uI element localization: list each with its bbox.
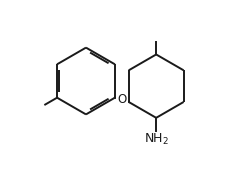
Text: NH$_2$: NH$_2$ <box>144 132 169 147</box>
Text: O: O <box>117 93 126 106</box>
